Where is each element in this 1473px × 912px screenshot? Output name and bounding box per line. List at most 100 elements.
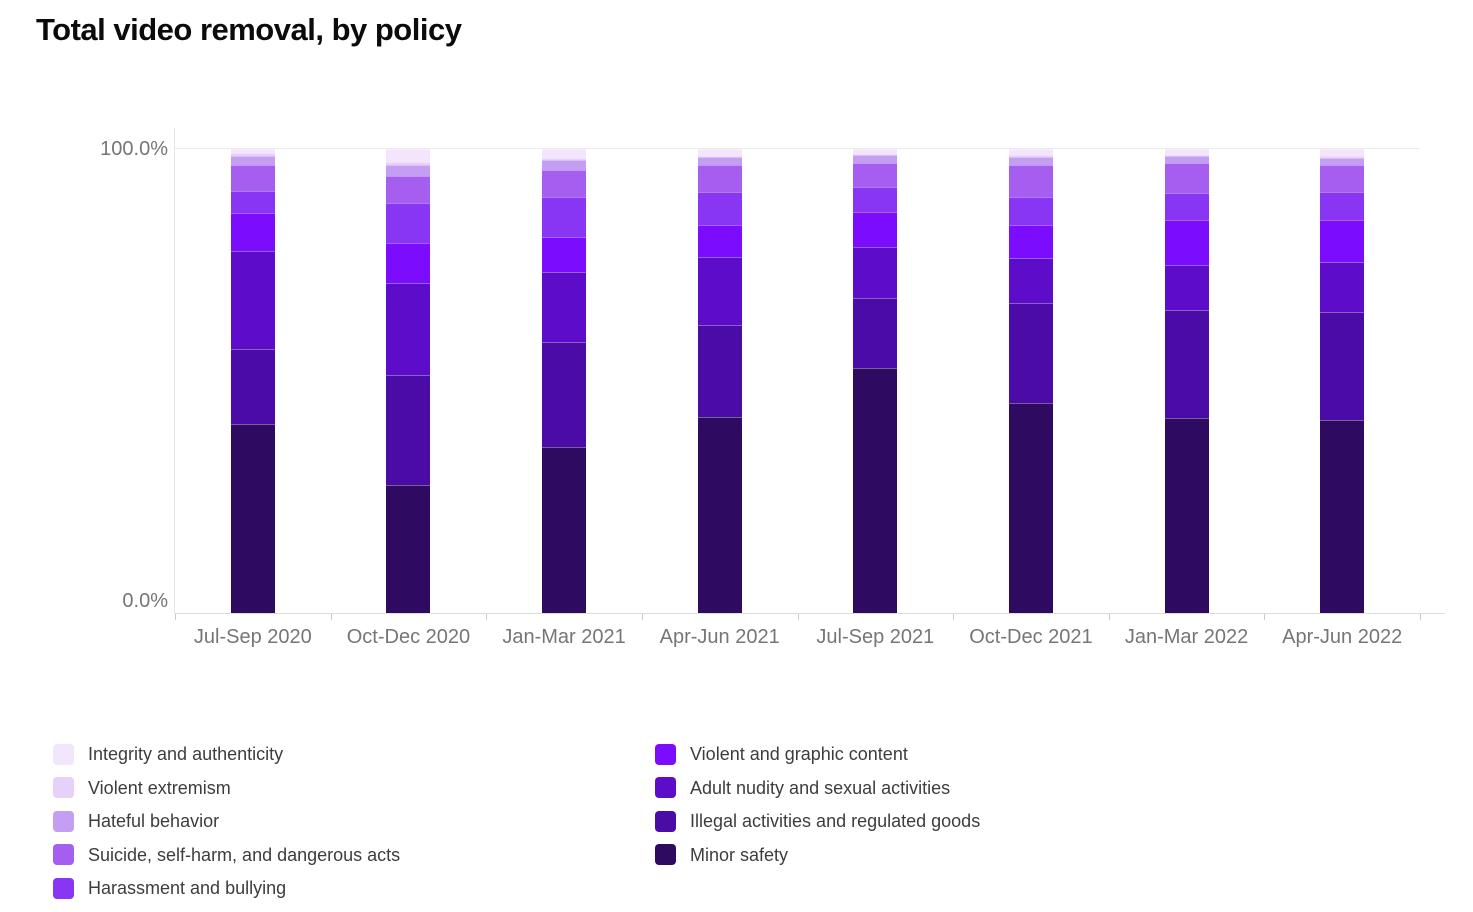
bar-segment-suicide-self-harm-and-dangerous-acts[interactable] xyxy=(1008,165,1053,197)
bar-segment-suicide-self-harm-and-dangerous-acts[interactable] xyxy=(386,176,431,203)
bar-segment-adult-nudity-and-sexual-activities[interactable] xyxy=(1164,265,1209,310)
bar-segment-adult-nudity-and-sexual-activities[interactable] xyxy=(853,247,898,298)
bar-segment-illegal-activities-and-regulated-goods[interactable] xyxy=(1164,310,1209,418)
bar-segment-suicide-self-harm-and-dangerous-acts[interactable] xyxy=(1320,165,1365,192)
x-axis-label: Jul-Sep 2020 xyxy=(193,626,312,648)
legend-item-suicide-self-harm-and-dangerous-acts[interactable]: Suicide, self-harm, and dangerous acts xyxy=(53,844,400,866)
bar-segment-suicide-self-harm-and-dangerous-acts[interactable] xyxy=(542,170,587,197)
bar-segment-illegal-activities-and-regulated-goods[interactable] xyxy=(386,375,431,485)
stacked-bar-jan-mar-2021[interactable] xyxy=(542,149,587,613)
bar-segment-violent-and-graphic-content[interactable] xyxy=(853,212,898,247)
bar-segment-violent-extremism[interactable] xyxy=(853,154,898,155)
stacked-bar-jul-sep-2021[interactable] xyxy=(853,149,898,613)
bar-segment-adult-nudity-and-sexual-activities[interactable] xyxy=(230,251,275,349)
bar-segment-integrity-and-authenticity[interactable] xyxy=(386,149,431,162)
bar-segment-integrity-and-authenticity[interactable] xyxy=(853,149,898,154)
bar-segment-integrity-and-authenticity[interactable] xyxy=(1320,149,1365,156)
bar-segment-harassment-and-bullying[interactable] xyxy=(1320,192,1365,220)
bar-segment-suicide-self-harm-and-dangerous-acts[interactable] xyxy=(697,165,742,192)
legend-swatch xyxy=(53,844,74,865)
bar-segment-integrity-and-authenticity[interactable] xyxy=(697,149,742,156)
bar-segment-violent-and-graphic-content[interactable] xyxy=(1008,225,1053,258)
chart-title: Total video removal, by policy xyxy=(36,12,462,47)
bar-segment-minor-safety[interactable] xyxy=(853,368,898,613)
legend-item-harassment-and-bullying[interactable]: Harassment and bullying xyxy=(53,877,286,899)
bar-segment-violent-extremism[interactable] xyxy=(386,162,431,165)
stacked-bar-oct-dec-2021[interactable] xyxy=(1008,149,1053,613)
bar-segment-adult-nudity-and-sexual-activities[interactable] xyxy=(1008,258,1053,303)
bar-segment-minor-safety[interactable] xyxy=(697,417,742,613)
stacked-bar-apr-jun-2022[interactable] xyxy=(1320,149,1365,613)
bar-segment-illegal-activities-and-regulated-goods[interactable] xyxy=(542,342,587,447)
bar-segment-harassment-and-bullying[interactable] xyxy=(853,187,898,212)
legend-item-violent-and-graphic-content[interactable]: Violent and graphic content xyxy=(655,743,908,765)
legend-item-adult-nudity-and-sexual-activities[interactable]: Adult nudity and sexual activities xyxy=(655,777,950,799)
bar-segment-hateful-behavior[interactable] xyxy=(697,157,742,165)
bar-segment-violent-extremism[interactable] xyxy=(542,158,587,160)
bar-segment-violent-extremism[interactable] xyxy=(1008,155,1053,157)
bar-segment-minor-safety[interactable] xyxy=(1008,403,1053,613)
legend-swatch xyxy=(655,777,676,798)
bar-segment-adult-nudity-and-sexual-activities[interactable] xyxy=(542,272,587,342)
bar-segment-hateful-behavior[interactable] xyxy=(853,155,898,163)
x-axis-label: Oct-Dec 2021 xyxy=(969,626,1093,648)
bar-segment-minor-safety[interactable] xyxy=(542,447,587,613)
bar-segment-minor-safety[interactable] xyxy=(1320,420,1365,613)
bar-segment-adult-nudity-and-sexual-activities[interactable] xyxy=(386,283,431,375)
legend-label: Suicide, self-harm, and dangerous acts xyxy=(88,844,401,865)
x-axis-tick xyxy=(1420,614,1421,620)
bar-segment-adult-nudity-and-sexual-activities[interactable] xyxy=(697,257,742,325)
y-axis-tick-label-100: 100.0% xyxy=(100,138,168,160)
bar-segment-hateful-behavior[interactable] xyxy=(386,165,431,176)
bar-segment-harassment-and-bullying[interactable] xyxy=(1008,197,1053,225)
stacked-bar-oct-dec-2020[interactable] xyxy=(386,149,431,613)
bar-segment-hateful-behavior[interactable] xyxy=(1164,156,1209,163)
bar-segment-violent-extremism[interactable] xyxy=(230,153,275,156)
bar-segment-violent-and-graphic-content[interactable] xyxy=(386,243,431,283)
bar-segment-minor-safety[interactable] xyxy=(230,424,275,613)
bar-segment-illegal-activities-and-regulated-goods[interactable] xyxy=(1008,303,1053,403)
bar-segment-suicide-self-harm-and-dangerous-acts[interactable] xyxy=(1164,163,1209,193)
bar-segment-illegal-activities-and-regulated-goods[interactable] xyxy=(697,325,742,417)
bar-segment-harassment-and-bullying[interactable] xyxy=(386,203,431,243)
stacked-bar-jul-sep-2020[interactable] xyxy=(230,149,275,613)
bar-segment-integrity-and-authenticity[interactable] xyxy=(1008,149,1053,155)
bar-segment-violent-and-graphic-content[interactable] xyxy=(1164,220,1209,265)
bar-segment-minor-safety[interactable] xyxy=(1164,418,1209,613)
bar-segment-adult-nudity-and-sexual-activities[interactable] xyxy=(1320,262,1365,312)
bar-segment-integrity-and-authenticity[interactable] xyxy=(542,149,587,158)
bar-segment-hateful-behavior[interactable] xyxy=(542,160,587,170)
legend-item-minor-safety[interactable]: Minor safety xyxy=(655,844,788,866)
bar-segment-harassment-and-bullying[interactable] xyxy=(697,192,742,225)
bar-segment-integrity-and-authenticity[interactable] xyxy=(1164,149,1209,155)
bar-segment-violent-and-graphic-content[interactable] xyxy=(697,225,742,257)
bar-segment-harassment-and-bullying[interactable] xyxy=(230,191,275,213)
bar-segment-minor-safety[interactable] xyxy=(386,485,431,613)
stacked-bar-apr-jun-2021[interactable] xyxy=(697,149,742,613)
bar-segment-hateful-behavior[interactable] xyxy=(230,156,275,165)
bar-segment-suicide-self-harm-and-dangerous-acts[interactable] xyxy=(230,165,275,191)
legend-label: Harassment and bullying xyxy=(88,878,287,898)
bar-segment-suicide-self-harm-and-dangerous-acts[interactable] xyxy=(853,163,898,187)
bar-segment-violent-extremism[interactable] xyxy=(697,156,742,157)
legend-item-violent-extremism[interactable]: Violent extremism xyxy=(53,777,231,799)
bar-segment-hateful-behavior[interactable] xyxy=(1008,157,1053,165)
stacked-bar-jan-mar-2022[interactable] xyxy=(1164,149,1209,613)
legend-item-integrity-and-authenticity[interactable]: Integrity and authenticity xyxy=(53,743,283,765)
legend-item-hateful-behavior[interactable]: Hateful behavior xyxy=(53,810,219,832)
x-axis-tick xyxy=(797,614,799,620)
bar-segment-violent-extremism[interactable] xyxy=(1164,155,1209,156)
bar-segment-violent-and-graphic-content[interactable] xyxy=(1320,220,1365,262)
bar-segment-violent-and-graphic-content[interactable] xyxy=(542,237,587,272)
bar-segment-illegal-activities-and-regulated-goods[interactable] xyxy=(853,298,898,368)
bar-segment-integrity-and-authenticity[interactable] xyxy=(230,149,275,153)
bar-segment-harassment-and-bullying[interactable] xyxy=(542,197,587,237)
x-axis-label: Jan-Mar 2021 xyxy=(502,626,626,648)
bar-segment-illegal-activities-and-regulated-goods[interactable] xyxy=(1320,312,1365,420)
bar-segment-violent-and-graphic-content[interactable] xyxy=(230,213,275,251)
bar-segment-harassment-and-bullying[interactable] xyxy=(1164,193,1209,220)
legend-item-illegal-activities-and-regulated-goods[interactable]: Illegal activities and regulated goods xyxy=(655,810,980,832)
bar-segment-hateful-behavior[interactable] xyxy=(1320,158,1365,165)
bar-segment-illegal-activities-and-regulated-goods[interactable] xyxy=(230,349,275,424)
bar-segment-violent-extremism[interactable] xyxy=(1320,156,1365,158)
